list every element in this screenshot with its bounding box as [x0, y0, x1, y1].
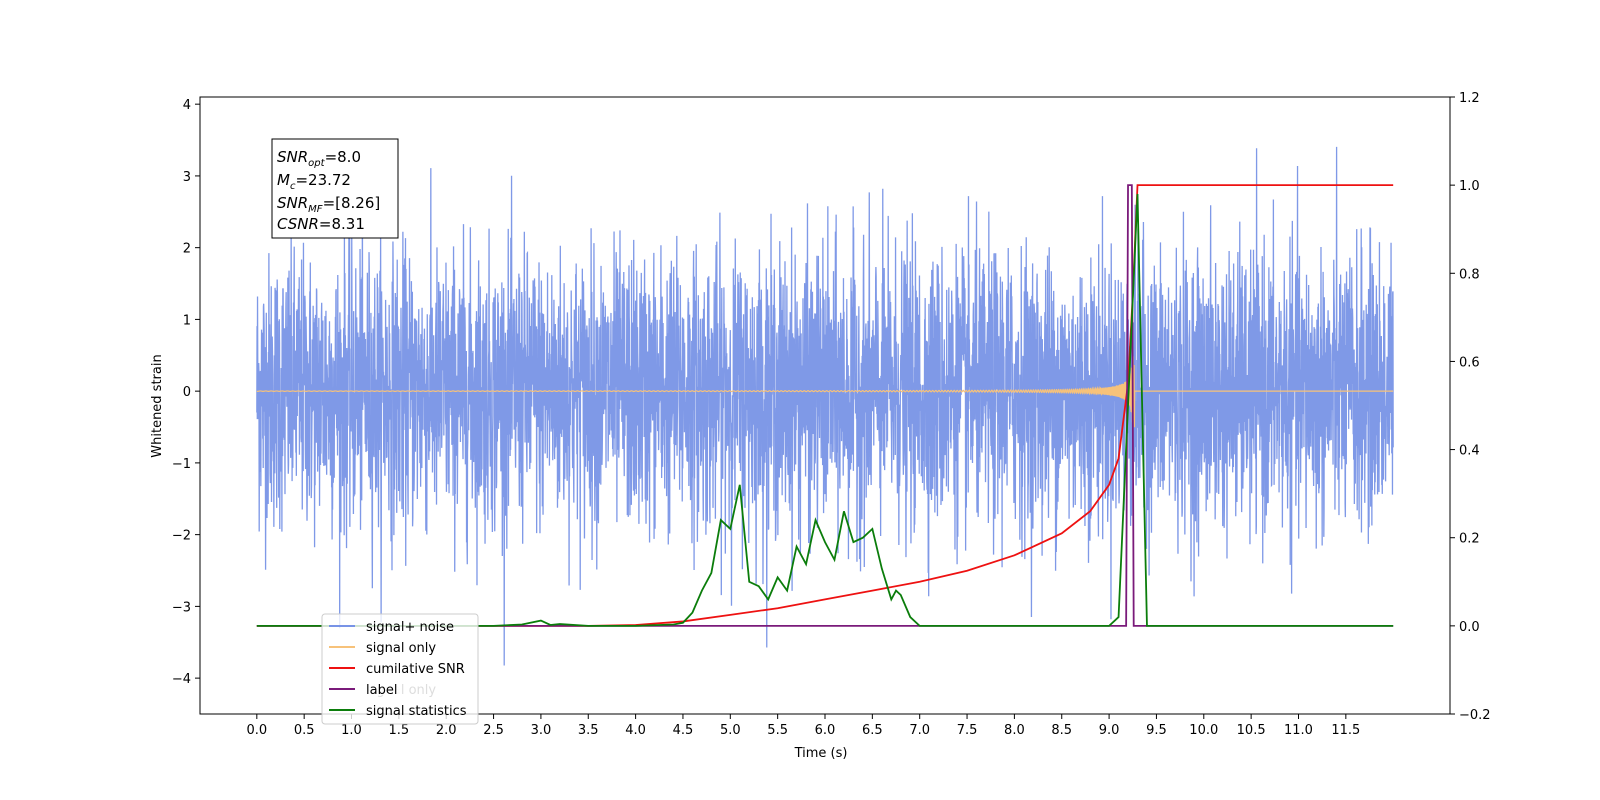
label-series	[256, 184, 1394, 627]
y2-tick-label: 1.2	[1459, 91, 1480, 106]
signal-only-series	[256, 356, 1394, 429]
x-tick-label: 10.0	[1189, 723, 1218, 738]
y2-tick-label: 1.0	[1459, 179, 1480, 194]
y-tick-label: −4	[172, 672, 191, 687]
y2-tick-label: −0.2	[1459, 708, 1491, 723]
annotation-snr-mf: SNRMF=[8.26]	[277, 194, 380, 215]
signal-noise-line	[256, 146, 1394, 666]
x-tick-label: 5.5	[767, 723, 788, 738]
y-tick-label: −3	[172, 600, 191, 615]
y-tick-label: −1	[172, 457, 191, 472]
signal-only-line	[256, 356, 1394, 429]
x-tick-label: 0.5	[294, 723, 315, 738]
x-tick-label: 4.0	[625, 723, 646, 738]
x-tick-label: 9.5	[1146, 723, 1167, 738]
annotation-mc: Mc=23.72	[277, 171, 351, 192]
legend-label: signal+ noise	[366, 620, 454, 635]
x-tick-label: 6.5	[862, 723, 883, 738]
label-line	[256, 184, 1394, 627]
legend-item-cumulative-snr: cumilative SNR	[329, 662, 465, 677]
y-axis-label: Whitened strain	[150, 354, 165, 457]
x-axis-label: Time (s)	[794, 746, 848, 761]
x-tick-label: 7.0	[909, 723, 930, 738]
x-tick-label: 5.0	[720, 723, 741, 738]
x-tick-label: 8.5	[1051, 723, 1072, 738]
legend-item-signal-noise: signal+ noise	[329, 620, 454, 635]
x-tick-label: 2.0	[436, 723, 457, 738]
signal-statistics-line	[256, 193, 1394, 627]
legend: signal only signal+ noise signal only cu…	[321, 613, 479, 725]
annotation-csnr: CSNR=8.31	[277, 215, 365, 233]
y2-tick-label: 0.2	[1459, 532, 1480, 547]
legend-label: cumilative SNR	[366, 662, 465, 677]
x-tick-label: 9.0	[1099, 723, 1120, 738]
x-tick-label: 6.0	[815, 723, 836, 738]
signal-statistics-series	[256, 193, 1394, 627]
y-axis-ticks: 4 3 2 1 0 −1 −2 −3 −4	[172, 98, 200, 687]
y-tick-label: 0	[183, 385, 191, 400]
x-tick-label: 7.5	[957, 723, 978, 738]
annotation-box: SNRopt=8.0 Mc=23.72 SNRMF=[8.26] CSNR=8.…	[271, 138, 399, 239]
y-tick-label: 4	[183, 98, 191, 113]
y2-tick-label: 0.0	[1459, 620, 1480, 635]
x-tick-label: 4.5	[673, 723, 694, 738]
y2-tick-label: 0.8	[1459, 267, 1480, 282]
y-tick-label: 1	[183, 313, 191, 328]
y-tick-label: −2	[172, 529, 191, 544]
x-tick-label: 11.5	[1331, 723, 1360, 738]
legend-item-label: label	[329, 680, 402, 698]
x-tick-label: 1.5	[389, 723, 410, 738]
y2-tick-label: 0.6	[1459, 355, 1480, 370]
x-axis-ticks: 0.0 0.5 1.0 1.5 2.0 2.5 3.0 3.5 4.0 4.5 5.0 5.5 6.0 6…	[246, 714, 1360, 738]
y2-axis-ticks: 1.2 1.0 0.8 0.6 0.4 0.2 0.0 −0.2	[1450, 91, 1491, 723]
x-tick-label: 3.5	[578, 723, 599, 738]
x-tick-label: 3.0	[531, 723, 552, 738]
x-tick-label: 11.0	[1284, 723, 1313, 738]
x-tick-label: 10.5	[1237, 723, 1266, 738]
legend-label: signal only	[366, 641, 436, 656]
x-tick-label: 0.0	[246, 723, 267, 738]
y-tick-label: 3	[183, 170, 191, 185]
signal-noise-series	[256, 146, 1394, 666]
x-tick-label: 1.0	[341, 723, 362, 738]
legend-label: label	[366, 683, 397, 698]
x-tick-label: 8.0	[1004, 723, 1025, 738]
x-tick-label: 2.5	[483, 723, 504, 738]
legend-item-signal-only: signal only	[329, 641, 436, 656]
y-tick-label: 2	[183, 242, 191, 257]
annotation-snr-opt: SNRopt=8.0	[277, 148, 361, 169]
y2-tick-label: 0.4	[1459, 444, 1480, 459]
legend-item-signal-statistics: signal statistics	[329, 704, 467, 719]
legend-label: signal statistics	[366, 704, 467, 719]
